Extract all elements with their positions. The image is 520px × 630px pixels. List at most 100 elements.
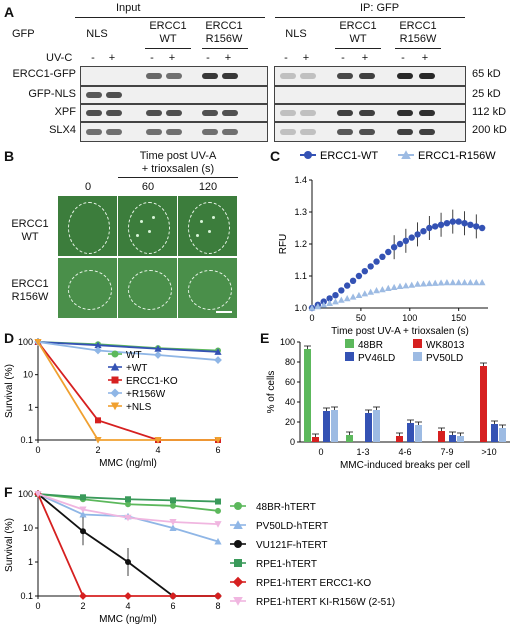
f-legend-marker <box>234 559 242 567</box>
nucleus-outline <box>128 202 170 254</box>
c-xtick-label: 50 <box>356 313 366 323</box>
blot-band <box>86 110 102 116</box>
f-legend-marker <box>232 576 244 588</box>
d-legend-marker <box>110 362 120 371</box>
foci-dot <box>208 230 211 233</box>
c-point-wt <box>338 287 345 294</box>
e-category-label: 1-3 <box>356 447 369 457</box>
f-point <box>124 592 132 600</box>
blot-input <box>80 86 268 104</box>
c-point-wt <box>355 272 363 280</box>
e-category-label: >10 <box>481 447 496 457</box>
f-point <box>124 514 132 522</box>
e-category-label: 0 <box>318 447 323 457</box>
c-point-r156w <box>467 279 474 286</box>
f-xtick-label: 6 <box>170 601 175 611</box>
blot-band <box>166 129 182 135</box>
e-bar <box>438 431 445 442</box>
row-label-wt: ERCC1 WT <box>11 218 49 243</box>
blot-band <box>280 73 296 79</box>
e-category-label: 4-6 <box>398 447 411 457</box>
c-legend-marker <box>304 151 312 159</box>
time-title: Time post UV-A <box>139 150 217 162</box>
c-point-r156w <box>402 282 410 289</box>
d-legend-marker <box>111 350 119 358</box>
e-bar <box>407 423 414 442</box>
c-point-r156w <box>472 279 480 286</box>
c-ytick-label: 1.4 <box>294 175 307 185</box>
d-xtick-label: 4 <box>155 445 160 455</box>
e-legend-swatch <box>413 339 422 348</box>
d-point <box>214 356 222 364</box>
uv-sign: - <box>284 52 288 64</box>
c-point-wt <box>473 223 480 230</box>
blot-band <box>146 73 162 79</box>
c-xtick-label: 150 <box>451 313 466 323</box>
blot-label: SLX4 <box>49 124 76 136</box>
c-point-r156w <box>361 290 369 297</box>
uv-sign: - <box>150 52 154 64</box>
c-point-r156w <box>461 279 468 286</box>
f-point <box>215 498 221 505</box>
c-xlabel: Time post UV-A + trioxsalen (s) <box>331 326 469 337</box>
blot-input <box>80 122 268 142</box>
e-bar <box>331 410 338 442</box>
lane-wt-ip: ERCC1 WT <box>339 20 377 45</box>
f-ylabel: Survival (%) <box>4 518 15 572</box>
foci-dot <box>148 230 151 233</box>
d-point <box>94 437 102 444</box>
blot-band <box>146 129 162 135</box>
e-legend-swatch <box>345 352 354 361</box>
gfp-row-label: GFP <box>12 28 35 40</box>
c-point-r156w <box>431 279 439 286</box>
f-legend-label: RPE1-hTERT ERCC1-KO <box>256 578 371 589</box>
nucleus-outline <box>188 202 230 254</box>
c-point-wt <box>432 223 439 230</box>
c-point-wt <box>332 292 339 299</box>
c-point-r156w <box>379 286 386 293</box>
c-point-r156w <box>320 301 328 308</box>
c-point-r156w <box>420 280 427 287</box>
d-point <box>154 345 162 352</box>
f-point <box>214 521 222 528</box>
blot-size: 65 kD <box>472 68 501 80</box>
e-bar <box>457 436 464 442</box>
blot-band <box>166 110 182 116</box>
blot-band <box>202 110 218 116</box>
c-point-r156w <box>384 284 392 291</box>
d-xtick-label: 0 <box>35 445 40 455</box>
e-bar <box>312 437 319 442</box>
lane-mut-input: ERCC1 R156W <box>205 20 243 45</box>
f-series-line <box>37 493 218 597</box>
foci-dot <box>212 216 215 219</box>
d-ytick-label: 0.1 <box>20 435 33 445</box>
blot-label: ERCC1-GFP <box>12 68 76 80</box>
uv-sign: - <box>341 52 345 64</box>
d-legend-label: ERCC1-KO <box>126 376 178 387</box>
c-point-r156w <box>337 296 345 303</box>
d-legend-label: +WT <box>126 363 147 374</box>
blot-band <box>106 110 122 116</box>
c-point-r156w <box>425 280 433 287</box>
c-point-wt <box>437 221 445 228</box>
uv-sign: - <box>206 52 210 64</box>
f-point <box>214 592 222 600</box>
e-bar <box>373 410 380 442</box>
c-point-r156w <box>414 280 421 287</box>
microscopy-image <box>178 258 237 318</box>
blot-size: 25 kD <box>472 88 501 100</box>
f-xtick-label: 0 <box>35 601 40 611</box>
blot-band <box>300 129 316 135</box>
c-point-wt <box>361 268 368 275</box>
d-legend-label: WT <box>126 350 142 361</box>
c-point-wt <box>379 253 386 260</box>
e-bar <box>304 349 311 442</box>
blot-ip <box>274 104 466 122</box>
f-legend-label: PV50LD-hTERT <box>256 521 328 532</box>
blot-band <box>222 129 238 135</box>
c-point-wt <box>478 224 486 232</box>
e-bar <box>396 436 403 442</box>
c-point-r156w <box>332 298 339 305</box>
e-bar <box>415 425 422 442</box>
blot-band <box>397 129 413 135</box>
